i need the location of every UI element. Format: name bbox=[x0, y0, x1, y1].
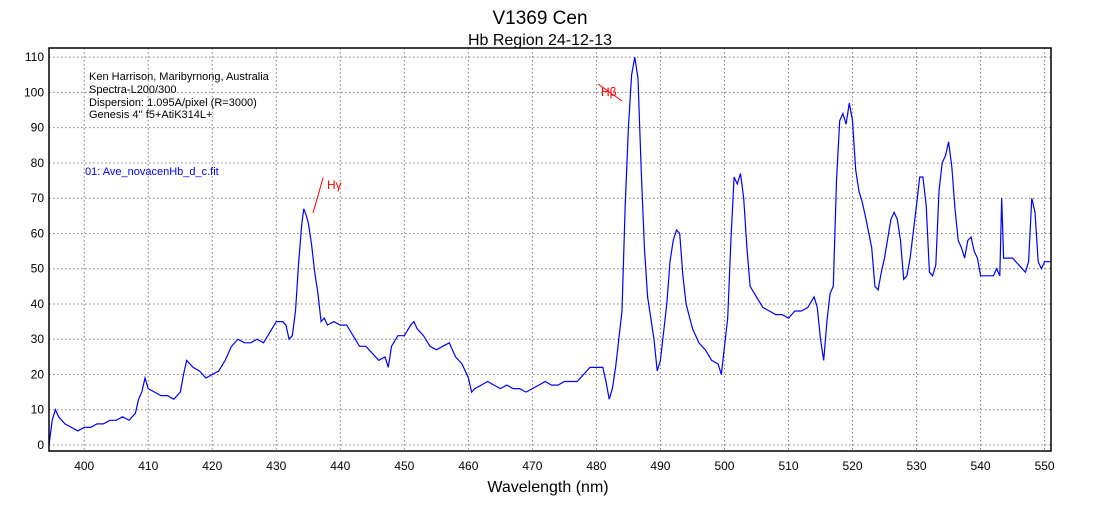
x-tick-label: 520 bbox=[843, 459, 863, 473]
info-line: Dispersion: 1.095A/pixel (R=3000) bbox=[89, 97, 257, 109]
x-tick-label: 410 bbox=[138, 459, 158, 473]
x-tick-label: 540 bbox=[971, 459, 991, 473]
y-tick-label: 0 bbox=[37, 438, 44, 452]
x-tick-label: 480 bbox=[586, 459, 606, 473]
y-tick-label: 70 bbox=[31, 191, 45, 205]
y-tick-label: 60 bbox=[31, 226, 45, 240]
x-tick-label: 460 bbox=[458, 459, 478, 473]
info-block: Ken Harrison, Maribyrnong, Australia Spe… bbox=[89, 71, 270, 121]
y-tick-label: 50 bbox=[31, 262, 45, 276]
y-tick-label: 90 bbox=[31, 121, 45, 135]
x-axis-label: Wavelength (nm) bbox=[487, 479, 608, 496]
series-label: 01: Ave_novacenHb_d_c.fit bbox=[85, 166, 219, 178]
plot-frame bbox=[48, 47, 1052, 452]
annotation-label: Hγ bbox=[327, 178, 342, 192]
chart-title: V1369 Cen bbox=[492, 8, 587, 29]
y-tick-label: 20 bbox=[31, 367, 45, 381]
x-tick-label: 470 bbox=[522, 459, 542, 473]
x-tick-label: 530 bbox=[907, 459, 927, 473]
x-tick-label: 490 bbox=[650, 459, 670, 473]
annotation-hgamma: Hγ bbox=[312, 177, 342, 214]
x-tick-label: 500 bbox=[714, 459, 734, 473]
x-tick-label: 420 bbox=[202, 459, 222, 473]
x-tick-label: 400 bbox=[74, 459, 94, 473]
y-tick-label: 100 bbox=[24, 85, 44, 99]
y-tick-label: 10 bbox=[31, 403, 45, 417]
y-tick-label: 110 bbox=[25, 50, 44, 64]
info-line: Spectra-L200/300 bbox=[89, 84, 176, 96]
annotation-line bbox=[312, 177, 324, 214]
x-tick-label: 550 bbox=[1035, 459, 1055, 473]
x-tick-label: 440 bbox=[330, 459, 350, 473]
annotation-label: Hβ bbox=[601, 85, 617, 99]
x-tick-label: 510 bbox=[778, 459, 798, 473]
spectrum-line bbox=[48, 57, 1051, 446]
annotation-line bbox=[597, 83, 623, 102]
info-line: Ken Harrison, Maribyrnong, Australia bbox=[89, 71, 270, 83]
y-tick-label: 40 bbox=[31, 297, 45, 311]
y-tick-label: 80 bbox=[31, 156, 45, 170]
x-tick-label: 450 bbox=[394, 459, 414, 473]
chart-subtitle: Hb Region 24-12-13 bbox=[468, 32, 612, 49]
x-tick-label: 430 bbox=[266, 459, 286, 473]
tick-labels: 400 410 420 430 440 450 460 470 480 490 500 510 520 5… bbox=[24, 50, 1055, 473]
annotation-hbeta: Hβ bbox=[597, 83, 623, 102]
y-tick-label: 30 bbox=[31, 332, 45, 346]
info-line: Genesis 4'' f5+AtiK314L+ bbox=[89, 109, 212, 121]
grid bbox=[49, 48, 1051, 451]
